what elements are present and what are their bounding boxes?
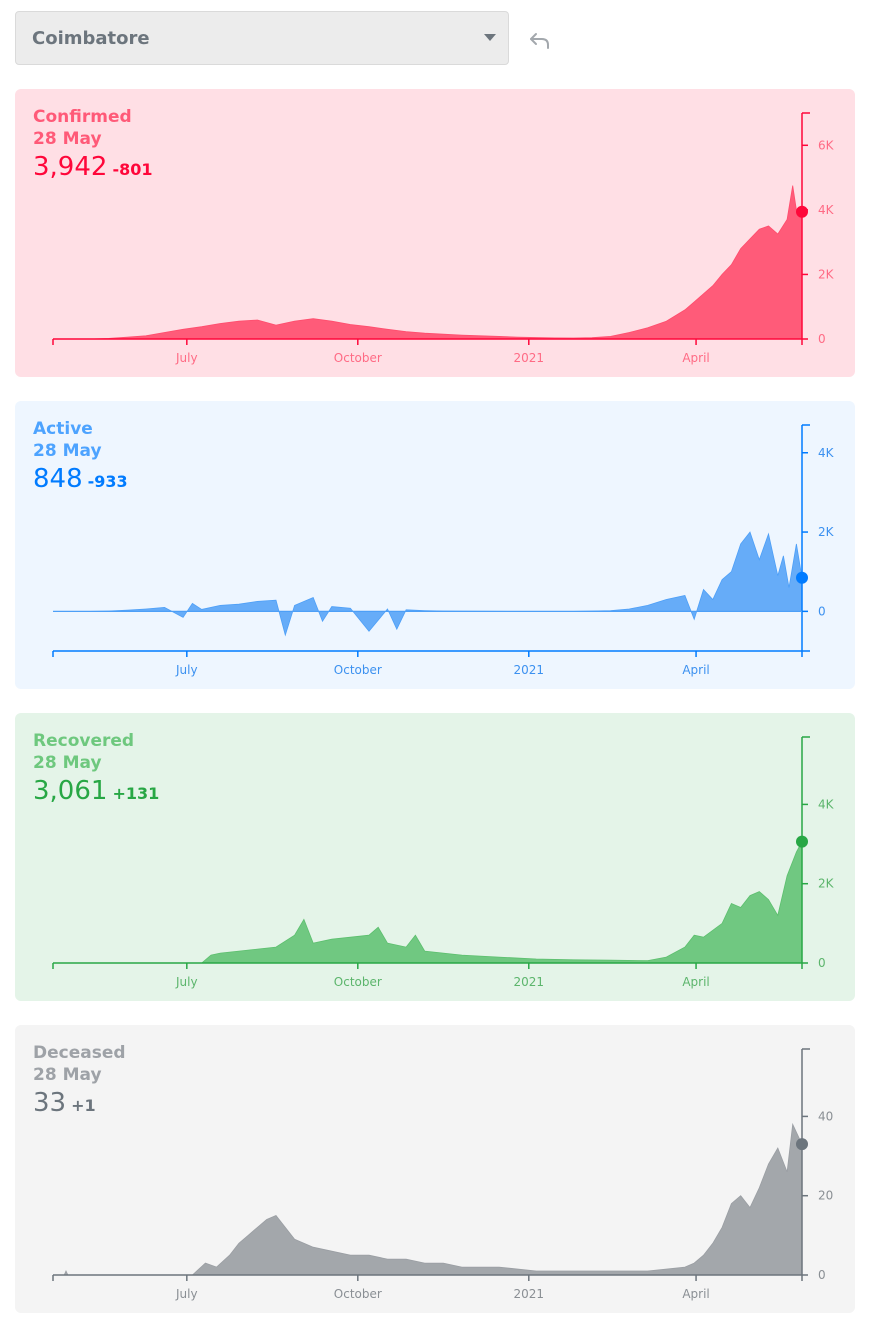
x-tick-label: April (682, 1287, 709, 1301)
y-tick-label: 40 (818, 1109, 833, 1123)
card-delta: -933 (87, 472, 128, 491)
x-tick-label: 2021 (514, 663, 545, 677)
district-selector-value: Coimbatore (32, 28, 150, 49)
x-tick-label: October (334, 663, 382, 677)
area-series-deceased (53, 1122, 803, 1276)
y-tick-label: 2K (818, 877, 835, 891)
x-tick-label: April (682, 663, 709, 677)
chevron-down-icon (484, 34, 496, 41)
card-title: Active (33, 419, 93, 439)
area-series-active (53, 531, 803, 637)
y-tick-label: 2K (818, 525, 835, 539)
card-delta: +131 (112, 784, 160, 803)
x-tick-label: 2021 (514, 351, 545, 365)
card-value: 848 -933 (33, 464, 128, 494)
latest-point-deceased[interactable] (796, 1138, 808, 1151)
y-tick-label: 0 (818, 956, 826, 970)
card-delta: +1 (71, 1096, 96, 1115)
x-tick-label: July (175, 663, 198, 677)
card-date: 28 May (33, 441, 102, 461)
x-tick-label: April (682, 975, 709, 989)
chart-recovered[interactable]: July October 2021 April 0 2K 4K (15, 713, 855, 1001)
card-total: 3,061 (33, 776, 108, 806)
x-tick-label: 2021 (514, 975, 545, 989)
card-delta: -801 (112, 160, 153, 179)
x-tick-label: October (334, 351, 382, 365)
chart-active[interactable]: July October 2021 April 0 2K 4K (15, 401, 855, 689)
chart-deceased[interactable]: July October 2021 April 0 20 40 (15, 1025, 855, 1313)
x-tick-label: April (682, 351, 709, 365)
card-date: 28 May (33, 753, 102, 773)
chart-card-active: Active 28 May 848 -933 July October 2021 April 0… (15, 401, 855, 689)
district-selector[interactable]: Coimbatore (15, 11, 509, 65)
latest-point-active[interactable] (796, 571, 808, 584)
undo-icon[interactable] (527, 27, 553, 53)
card-date: 28 May (33, 1065, 102, 1085)
y-tick-label: 0 (818, 604, 826, 618)
x-tick-label: October (334, 1287, 382, 1301)
y-tick-label: 4K (818, 203, 835, 217)
chart-card-recovered: Recovered 28 May 3,061 +131 July October 2021 A… (15, 713, 855, 1001)
card-total: 3,942 (33, 152, 108, 182)
y-tick-label: 0 (818, 332, 826, 346)
card-value: 3,061 +131 (33, 776, 159, 806)
latest-point-recovered[interactable] (796, 835, 808, 848)
latest-point-confirmed[interactable] (796, 205, 808, 218)
y-tick-label: 20 (818, 1189, 833, 1203)
x-tick-label: July (175, 975, 198, 989)
card-value: 33 +1 (33, 1088, 96, 1118)
card-total: 848 (33, 464, 83, 494)
card-title: Confirmed (33, 107, 132, 127)
y-tick-label: 4K (818, 446, 835, 460)
y-tick-label: 4K (818, 797, 835, 811)
card-total: 33 (33, 1088, 67, 1118)
card-date: 28 May (33, 129, 102, 149)
area-series-recovered (53, 841, 803, 964)
y-tick-label: 0 (818, 1268, 826, 1282)
y-tick-label: 6K (818, 138, 835, 152)
x-tick-label: July (175, 1287, 198, 1301)
card-value: 3,942 -801 (33, 152, 152, 182)
x-tick-label: July (175, 351, 198, 365)
x-tick-label: 2021 (514, 1287, 545, 1301)
x-tick-label: October (334, 975, 382, 989)
card-title: Recovered (33, 731, 135, 751)
y-tick-label: 2K (818, 267, 835, 281)
chart-card-deceased: Deceased 28 May 33 +1 July October 2021 April 0 2… (15, 1025, 855, 1313)
chart-card-confirmed: Confirmed 28 May 3,942 -801 July October 2021 A… (15, 89, 855, 377)
card-title: Deceased (33, 1043, 126, 1063)
chart-confirmed[interactable]: July October 2021 April 0 2K 4K 6K (15, 89, 855, 377)
area-series-confirmed (53, 185, 803, 340)
